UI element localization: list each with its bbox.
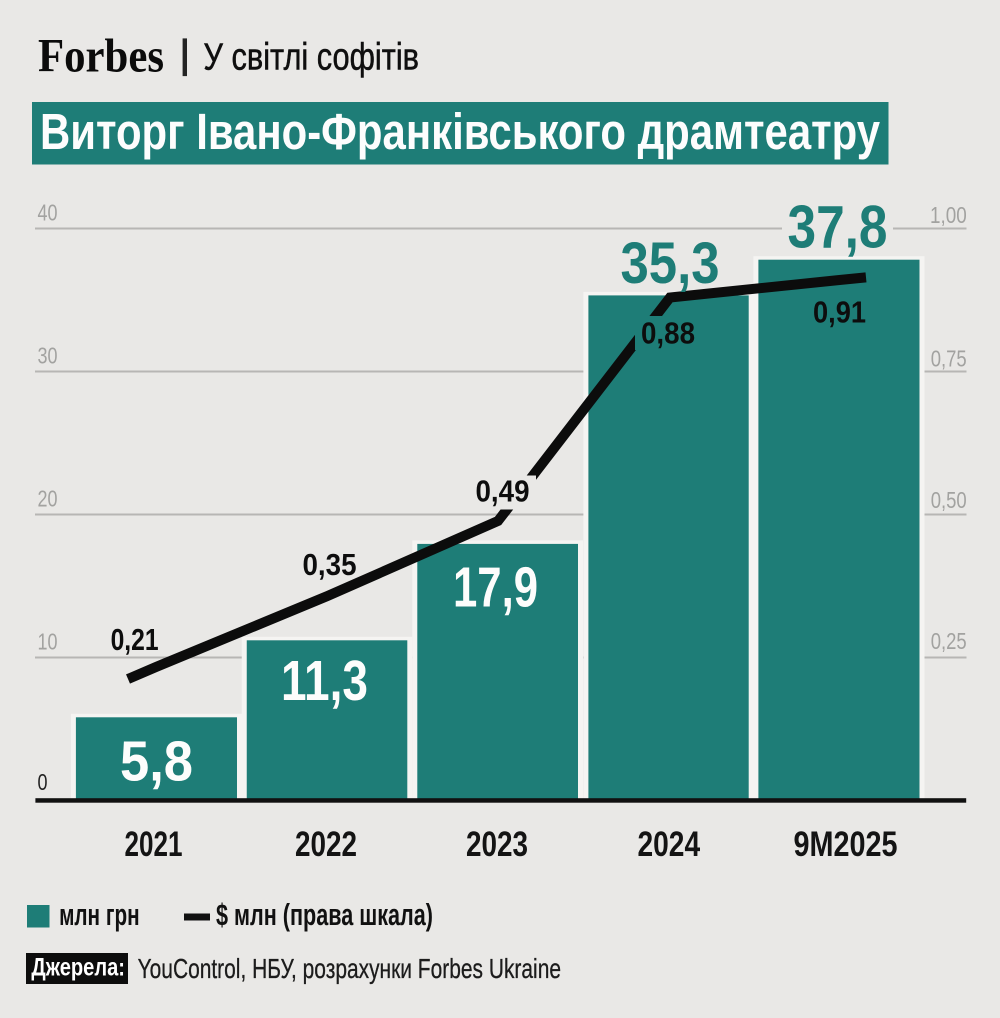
svg-text:Виторг Івано-Франківського дра: Виторг Івано-Франківського драмтеатру	[40, 103, 881, 160]
svg-text:10: 10	[38, 629, 58, 655]
svg-text:0,50: 0,50	[931, 487, 967, 513]
svg-text:40: 40	[38, 200, 58, 226]
svg-text:Джерела:: Джерела:	[31, 954, 125, 982]
svg-text:0,25: 0,25	[931, 628, 967, 654]
svg-text:2022: 2022	[295, 825, 357, 864]
svg-text:0,75: 0,75	[931, 346, 967, 372]
svg-text:9M2025: 9M2025	[794, 825, 898, 864]
svg-text:0: 0	[38, 769, 48, 795]
svg-text:17,9: 17,9	[453, 556, 538, 619]
svg-text:0,91: 0,91	[813, 295, 866, 330]
svg-text:5,8: 5,8	[120, 730, 193, 793]
svg-text:0,49: 0,49	[476, 474, 530, 509]
svg-text:млн грн: млн грн	[59, 897, 140, 932]
svg-text:YouControl, НБУ, розрахунки Fo: YouControl, НБУ, розрахунки Forbes Ukrai…	[138, 953, 561, 984]
svg-text:2023: 2023	[466, 825, 528, 864]
svg-text:0,21: 0,21	[111, 622, 159, 657]
svg-text:У світлі софітів: У світлі софітів	[203, 37, 419, 79]
svg-text:11,3: 11,3	[281, 649, 368, 712]
svg-text:30: 30	[38, 343, 58, 369]
svg-text:0,88: 0,88	[641, 316, 695, 351]
svg-text:1,00: 1,00	[930, 202, 967, 228]
svg-text:2024: 2024	[638, 825, 701, 864]
svg-text:$ млн (права шкала): $ млн (права шкала)	[216, 897, 433, 932]
svg-text:0,35: 0,35	[303, 547, 357, 582]
svg-text:2021: 2021	[125, 825, 183, 864]
svg-text:20: 20	[38, 486, 58, 512]
svg-text:35,3: 35,3	[621, 231, 720, 296]
svg-text:Forbes: Forbes	[38, 30, 164, 83]
svg-text:37,8: 37,8	[788, 194, 888, 261]
